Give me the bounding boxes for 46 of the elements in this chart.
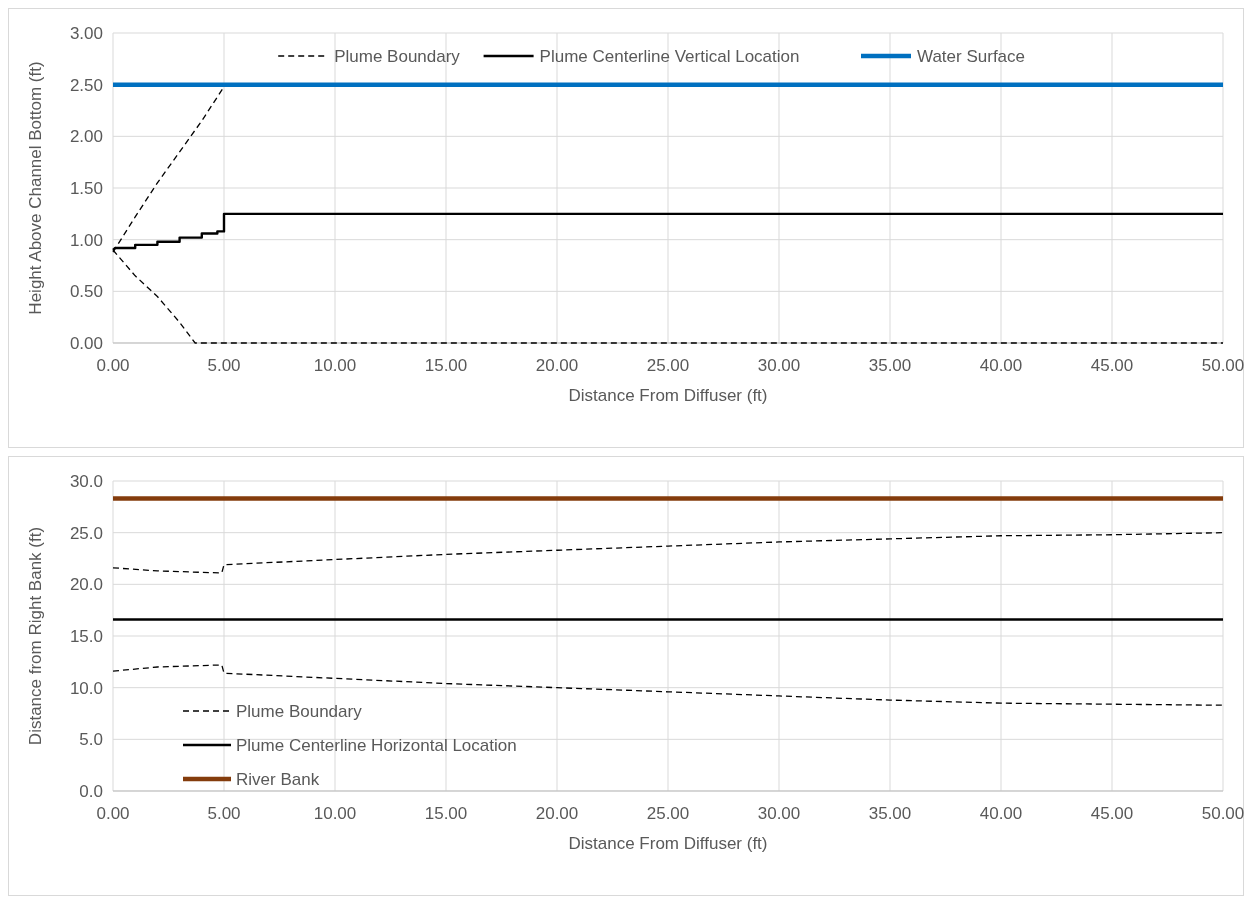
x-tick-label: 45.00 [1090, 804, 1134, 823]
y-tick-label: 1.00 [69, 230, 103, 250]
x-tick-label: 20.00 [535, 356, 579, 375]
x-tick-label: 5.00 [207, 356, 241, 375]
x-tick-label: 0.00 [96, 804, 130, 823]
x-tick-label: 10.00 [313, 804, 357, 823]
x-axis-title: Distance From Diffuser (ft) [568, 386, 768, 405]
y-axis-title: Height Above Channel Bottom (ft) [26, 61, 45, 315]
x-tick-label: 25.00 [646, 804, 690, 823]
legend-label: River Bank [236, 770, 320, 789]
y-tick-label: 2.00 [69, 127, 103, 147]
x-tick-label: 40.00 [979, 356, 1023, 375]
x-tick-label: 35.00 [868, 804, 912, 823]
legend-label: Plume Centerline Horizontal Location [236, 736, 517, 755]
y-tick-label: 0.0 [79, 782, 103, 801]
y-tick-label: 20.0 [69, 575, 103, 595]
y-tick-label: 0.50 [69, 282, 103, 302]
x-tick-label: 40.00 [979, 804, 1023, 823]
x-tick-label: 0.00 [96, 356, 130, 375]
y-tick-label: 10.0 [69, 678, 103, 698]
x-tick-label: 5.00 [207, 804, 241, 823]
x-tick-label: 45.00 [1090, 356, 1134, 375]
x-tick-label: 10.00 [313, 356, 357, 375]
x-axis-title: Distance From Diffuser (ft) [568, 834, 768, 853]
x-tick-label: 30.00 [757, 804, 801, 823]
legend-label: Plume Centerline Vertical Location [539, 47, 800, 66]
legend-label: Plume Boundary [236, 702, 363, 721]
x-tick-label: 35.00 [868, 356, 912, 375]
legend-label: Plume Boundary [334, 47, 461, 66]
x-tick-label: 50.00 [1201, 804, 1245, 823]
x-tick-label: 20.00 [535, 804, 579, 823]
x-tick-label: 15.00 [424, 804, 468, 823]
legend-label: Water Surface [917, 47, 1026, 66]
y-axis-title: Distance from Right Bank (ft) [26, 526, 45, 746]
y-tick-label: 2.50 [69, 75, 103, 95]
y-tick-label: 0.00 [69, 334, 103, 353]
y-tick-label: 30.0 [69, 472, 103, 491]
x-tick-label: 25.00 [646, 356, 690, 375]
x-tick-label: 15.00 [424, 356, 468, 375]
y-tick-label: 1.50 [69, 179, 103, 198]
y-tick-label: 25.0 [69, 523, 103, 543]
y-tick-label: 15.0 [69, 627, 103, 646]
y-tick-label: 3.00 [69, 24, 103, 43]
x-tick-label: 50.00 [1201, 356, 1245, 375]
x-tick-label: 30.00 [757, 356, 801, 375]
y-tick-label: 5.0 [79, 730, 103, 750]
